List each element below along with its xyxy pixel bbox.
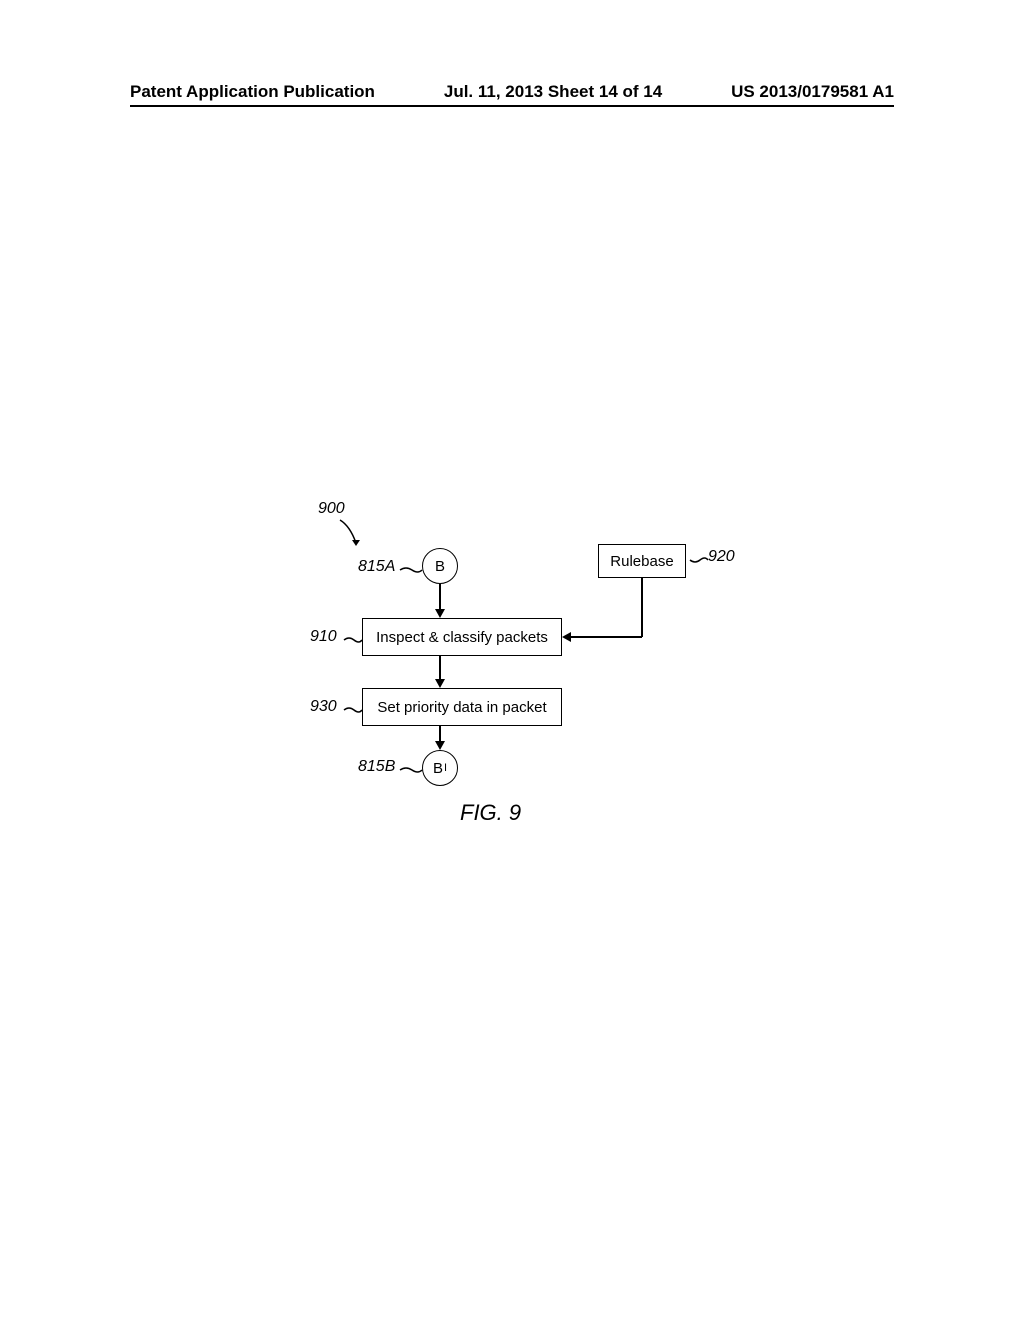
ref-label-930: 930 bbox=[310, 698, 337, 716]
end-node-B1: BI bbox=[422, 750, 458, 786]
rulebase-box-920: Rulebase bbox=[598, 544, 686, 578]
arrow-920-vertical bbox=[641, 578, 643, 637]
page-header: Patent Application Publication Jul. 11, … bbox=[0, 82, 1024, 102]
arrowhead-920-to-910-icon bbox=[562, 632, 571, 642]
box-920-label: Rulebase bbox=[610, 553, 673, 570]
flowchart-diagram: 900 815A B 910 Inspect & classify packet… bbox=[270, 500, 750, 850]
ref-tilde-930-icon bbox=[342, 706, 364, 716]
box-930-label: Set priority data in packet bbox=[377, 699, 546, 716]
start-node-B: B bbox=[422, 548, 458, 584]
arrow-910-to-930 bbox=[439, 656, 441, 679]
arrow-B-to-910 bbox=[439, 584, 441, 609]
header-publication: Patent Application Publication bbox=[130, 82, 375, 102]
ref-tilde-815B-icon bbox=[398, 766, 424, 778]
ref-tilde-815A-icon bbox=[398, 566, 424, 578]
header-date-sheet: Jul. 11, 2013 Sheet 14 of 14 bbox=[444, 82, 662, 102]
ref-tilde-920-icon bbox=[688, 556, 710, 566]
ref-arrow-900-icon bbox=[338, 518, 368, 553]
ref-tilde-910-icon bbox=[342, 636, 364, 646]
ref-label-815B: 815B bbox=[358, 758, 395, 776]
arrowhead-930-to-B1-icon bbox=[435, 741, 445, 750]
node-B1-base: B bbox=[433, 760, 443, 777]
ref-label-910: 910 bbox=[310, 628, 337, 646]
ref-label-920: 920 bbox=[708, 548, 735, 566]
header-patent-number: US 2013/0179581 A1 bbox=[731, 82, 894, 102]
node-B1-sup: I bbox=[444, 762, 447, 774]
arrowhead-910-to-930-icon bbox=[435, 679, 445, 688]
arrowhead-B-to-910-icon bbox=[435, 609, 445, 618]
process-box-930: Set priority data in packet bbox=[362, 688, 562, 726]
box-910-label: Inspect & classify packets bbox=[376, 629, 548, 646]
ref-label-900: 900 bbox=[318, 500, 345, 518]
ref-label-815A: 815A bbox=[358, 558, 395, 576]
arrow-920-horizontal bbox=[570, 636, 642, 638]
header-underline bbox=[130, 105, 894, 107]
arrow-930-to-B1 bbox=[439, 726, 441, 741]
figure-label: FIG. 9 bbox=[460, 800, 521, 826]
node-B-label: B bbox=[435, 558, 445, 575]
process-box-910: Inspect & classify packets bbox=[362, 618, 562, 656]
